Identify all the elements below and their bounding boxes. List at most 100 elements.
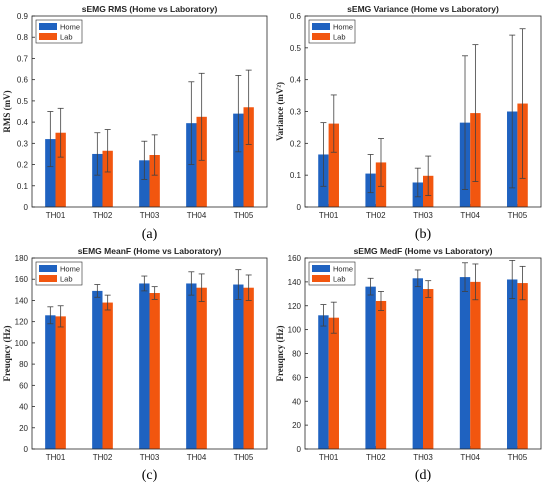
y-tick-label: 80: [19, 360, 28, 369]
y-tick-label: 40: [19, 403, 28, 412]
legend-label-lab: Lab: [60, 275, 73, 284]
legend-label-lab: Lab: [60, 33, 73, 42]
y-axis-label: RMS (mV): [2, 90, 12, 132]
x-tick-label: TH05: [234, 211, 254, 220]
plot-frame: [31, 257, 268, 450]
y-tick-label: 0.2: [17, 161, 29, 170]
bar-home-th04: [186, 283, 197, 449]
legend-swatch-lab: [39, 33, 57, 40]
chart-panel-3: sEMG MeanF (Home vs Laboratory) 0 20 40 60 80…: [2, 246, 268, 483]
panel-caption: (c): [142, 468, 158, 483]
legend-swatch-home: [39, 265, 57, 272]
x-tick-label: TH01: [46, 211, 66, 220]
x-tick-label: TH04: [460, 211, 480, 220]
legend-label-home: Home: [333, 265, 353, 274]
bar-lab-th01: [328, 317, 339, 449]
legend-swatch-home: [39, 23, 57, 30]
chart-panel-2: sEMG Variance (Home vs Laboratory) 0 0.1 0.…: [275, 4, 542, 242]
legend-label-lab: Lab: [333, 33, 346, 42]
y-tick-label: 0.9: [17, 12, 29, 21]
bar-lab-th03: [149, 155, 160, 207]
bar-lab-th04: [196, 287, 207, 449]
bar-lab-th05: [243, 287, 254, 449]
bar-lab-th04: [470, 281, 481, 449]
chart-title: sEMG MedF (Home vs Laboratory): [354, 246, 493, 256]
legend-swatch-lab: [312, 275, 330, 282]
bar-lab-th01: [55, 316, 66, 449]
chart-title: sEMG RMS (Home vs Laboratory): [82, 4, 218, 14]
y-tick-label: 0: [297, 203, 302, 212]
bar-home-th03: [139, 283, 150, 449]
x-tick-label: TH05: [508, 211, 528, 220]
bar-lab-th05: [517, 283, 528, 449]
bar-home-th04: [186, 123, 197, 207]
bar-home-th02: [92, 290, 103, 449]
x-tick-label: TH03: [140, 453, 160, 462]
panel-caption: (b): [415, 227, 432, 242]
y-tick-label: 0: [24, 445, 29, 454]
panel-caption: (a): [142, 227, 158, 242]
legend-swatch-home: [312, 23, 330, 30]
bar-lab-th03: [149, 293, 160, 449]
legend-swatch-home: [312, 265, 330, 272]
bar-home-th05: [233, 284, 244, 449]
y-tick-label: 60: [19, 381, 28, 390]
y-tick-label: 0.5: [17, 97, 29, 106]
y-axis-label: Freuqncy (Hz): [2, 325, 12, 381]
y-tick-label: 20: [19, 424, 28, 433]
x-tick-label: TH03: [413, 211, 433, 220]
x-tick-label: TH04: [460, 453, 480, 462]
y-tick-label: 0.4: [17, 118, 29, 127]
bar-home-th03: [139, 160, 150, 207]
y-tick-label: 120: [15, 318, 29, 327]
bar-lab-th04: [196, 116, 207, 207]
bar-home-th02: [365, 286, 376, 449]
bar-home-th01: [45, 315, 56, 449]
bar-lab-th05: [243, 107, 254, 207]
y-tick-label: 80: [292, 350, 301, 359]
y-tick-label: 60: [292, 373, 301, 382]
bar-lab-th02: [102, 302, 113, 449]
chart-title: sEMG MeanF (Home vs Laboratory): [78, 246, 222, 256]
legend-label-lab: Lab: [333, 275, 346, 284]
bar-lab-th02: [102, 150, 113, 207]
bar-home-th02: [92, 153, 103, 207]
y-tick-label: 0.1: [290, 171, 302, 180]
bar-lab-th01: [55, 132, 66, 207]
x-tick-label: TH01: [319, 453, 339, 462]
bar-home-th04: [459, 277, 471, 449]
y-tick-label: 100: [15, 339, 29, 348]
y-tick-label: 0.1: [17, 182, 29, 191]
y-tick-label: 100: [288, 326, 302, 335]
y-tick-label: 0.3: [17, 139, 29, 148]
legend-swatch-lab: [312, 33, 330, 40]
y-tick-label: 180: [15, 254, 29, 263]
y-axis-label: Freuqncy (Hz): [275, 325, 285, 381]
plot-frame: [304, 15, 542, 208]
y-tick-label: 0.8: [17, 33, 29, 42]
chart-panel-1: sEMG RMS (Home vs Laboratory) 0 0.1 0.2 0.3 0…: [2, 4, 268, 242]
y-tick-label: 120: [288, 302, 302, 311]
x-tick-label: TH03: [413, 453, 433, 462]
y-axis-label: Variance (mV²): [275, 82, 285, 141]
y-tick-label: 160: [288, 254, 302, 263]
x-tick-label: TH04: [187, 211, 207, 220]
legend-swatch-lab: [39, 275, 57, 282]
y-tick-label: 0.6: [290, 12, 302, 21]
x-tick-label: TH02: [366, 453, 386, 462]
chart-panel-4: sEMG MedF (Home vs Laboratory) 0 20 40 60 80 1…: [275, 246, 542, 483]
bar-home-th01: [45, 139, 56, 207]
legend-label-home: Home: [60, 23, 80, 32]
y-tick-label: 40: [292, 397, 301, 406]
y-tick-label: 0.2: [290, 139, 302, 148]
y-tick-label: 0.7: [17, 54, 29, 63]
bar-lab-th02: [375, 300, 387, 449]
y-tick-label: 20: [292, 421, 301, 430]
x-tick-label: TH01: [46, 453, 66, 462]
panel-caption: (d): [415, 468, 432, 483]
